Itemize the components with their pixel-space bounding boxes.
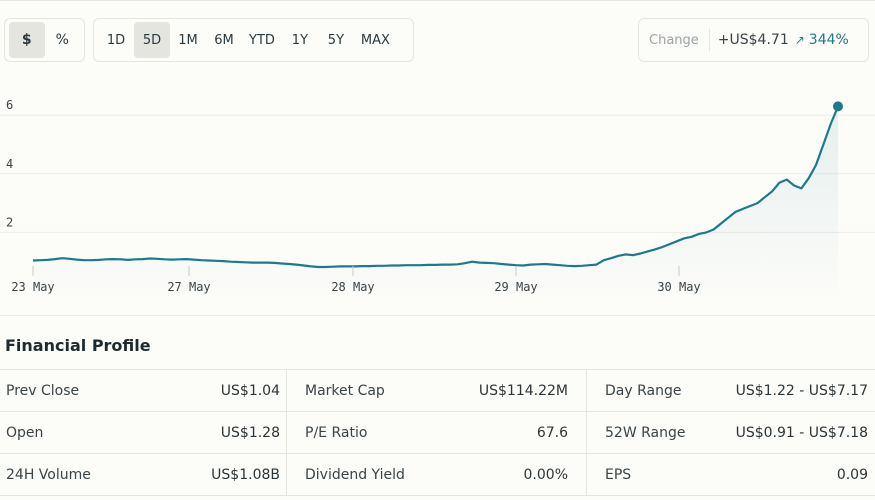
stat-value: US$114.22M [478, 382, 568, 399]
change-absolute: +US$4.71 [717, 32, 789, 48]
x-tick-label: 29 May [494, 280, 537, 294]
x-tick-label: 27 May [167, 280, 210, 294]
stat-label: 24H Volume [6, 466, 91, 483]
arrow-up-right-icon: ↗ [794, 33, 805, 47]
x-tick-label: 23 May [11, 280, 54, 294]
price-chart[interactable]: 2 4 6 23 May 27 May 28 May 29 May 30 May [0, 70, 875, 315]
range-button-6m[interactable]: 6M [214, 32, 234, 48]
financial-profile-table: Prev Close US$1.04 Market Cap US$114.22M D… [0, 369, 875, 496]
dollar-unit-button[interactable]: $ [9, 22, 45, 58]
change-label: Change [649, 32, 699, 48]
unit-toggle: $ % [4, 18, 85, 62]
change-percent-value: 344% [808, 32, 849, 48]
section-divider [0, 315, 875, 316]
stat-label: Day Range [605, 382, 682, 399]
x-tick-label: 28 May [331, 280, 374, 294]
stat-label: EPS [605, 466, 632, 483]
percent-unit-button[interactable]: % [55, 32, 69, 48]
y-tick-label: 4 [6, 157, 13, 171]
stat-value: US$1.22 - US$7.17 [735, 382, 868, 399]
y-tick-label: 2 [6, 215, 13, 229]
range-button-1y[interactable]: 1Y [291, 32, 309, 48]
stat-value: US$1.08B [211, 466, 280, 483]
price-line [32, 105, 840, 269]
stat-52w-range: 52W Range US$0.91 - US$7.18 [587, 412, 875, 454]
stat-value: US$1.28 [220, 424, 280, 441]
stat-label: Open [6, 424, 44, 441]
range-button-1m[interactable]: 1M [178, 32, 198, 48]
range-button-5d[interactable]: 5D [134, 22, 170, 58]
change-divider [708, 29, 710, 51]
stat-market-cap: Market Cap US$114.22M [287, 370, 587, 412]
stat-label: Market Cap [305, 382, 385, 399]
financial-profile-title: Financial Profile [5, 336, 151, 355]
stat-label: P/E Ratio [305, 424, 368, 441]
change-percent: ↗ 344% [795, 32, 849, 48]
stat-label: Dividend Yield [305, 466, 405, 483]
price-chart-svg: 2 4 6 23 May 27 May 28 May 29 May 30 May [0, 98, 875, 302]
stat-dividend-yield: Dividend Yield 0.00% [287, 454, 587, 496]
price-area [33, 106, 838, 302]
stat-label: 52W Range [605, 424, 686, 441]
y-tick-label: 6 [6, 98, 13, 112]
change-summary: Change +US$4.71 ↗ 344% [638, 18, 869, 62]
last-price-marker [833, 101, 843, 112]
stat-prev-close: Prev Close US$1.04 [0, 370, 287, 412]
range-button-ytd[interactable]: YTD [249, 32, 275, 48]
x-tick-label: 30 May [657, 280, 700, 294]
range-button-1d[interactable]: 1D [106, 32, 126, 48]
stat-value: 0.00% [523, 466, 568, 483]
range-button-max[interactable]: MAX [360, 32, 390, 48]
stat-label: Prev Close [6, 382, 80, 399]
stat-24h-volume: 24H Volume US$1.08B [0, 454, 287, 496]
stat-eps: EPS 0.09 [587, 454, 875, 496]
stat-day-range: Day Range US$1.22 - US$7.17 [587, 370, 875, 412]
stat-pe-ratio: P/E Ratio 67.6 [287, 412, 587, 454]
stat-value: 67.6 [536, 424, 568, 441]
top-border [0, 0, 875, 1]
stat-open: Open US$1.28 [0, 412, 287, 454]
range-button-5y[interactable]: 5Y [327, 32, 345, 48]
stat-value: US$0.91 - US$7.18 [735, 424, 868, 441]
time-range-selector: 1D 5D 1M 6M YTD 1Y 5Y MAX [93, 18, 414, 62]
stat-value: US$1.04 [220, 382, 280, 399]
stat-value: 0.09 [836, 466, 868, 483]
